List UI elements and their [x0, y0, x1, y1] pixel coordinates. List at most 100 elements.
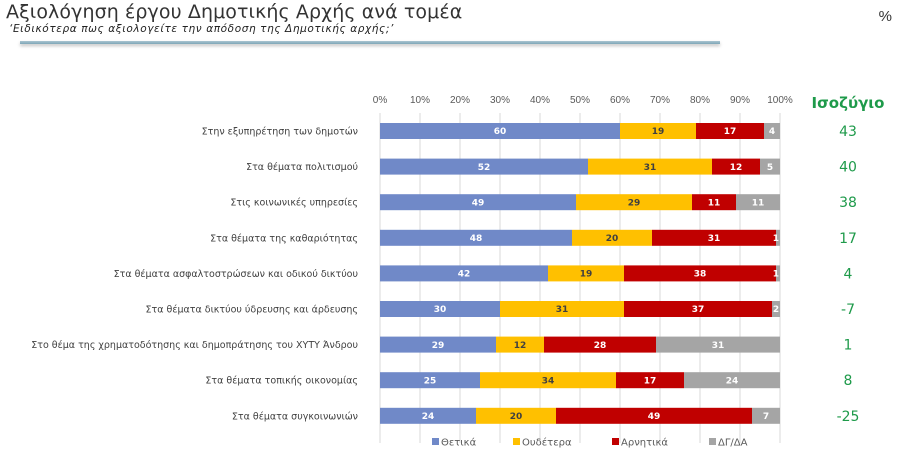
- bar-segment: [616, 372, 684, 389]
- category-label: Στα θέματα της καθαριότητας: [210, 233, 358, 244]
- category-label: Στα θέματα πολιτισμού: [246, 162, 358, 173]
- bar-segment: [496, 336, 544, 353]
- bar-segment: [544, 336, 656, 353]
- bar-segment: [556, 407, 752, 424]
- bar-segment: [692, 194, 736, 211]
- bar-value-label: 12: [514, 341, 527, 351]
- bar-value-label: 34: [542, 376, 555, 386]
- bar-segment: [736, 194, 780, 211]
- bar-segment: [380, 229, 572, 246]
- bar-segment: [620, 123, 696, 139]
- legend-swatch: [709, 438, 716, 445]
- category-label: Στα θέματα δικτύου ύδρευσης και άρδευσης: [146, 305, 359, 316]
- x-tick-label: 10%: [410, 95, 430, 106]
- bar-value-label: 31: [712, 341, 725, 351]
- legend-swatch: [513, 438, 520, 445]
- legend-label: Θετικά: [441, 437, 477, 449]
- bar-value-label: 1: [773, 234, 779, 244]
- balance-value: -25: [837, 409, 860, 425]
- bar-value-label: 24: [726, 376, 739, 386]
- bar-value-label: 49: [472, 198, 485, 208]
- bar-segment: [380, 372, 480, 389]
- bar-segment: [588, 158, 712, 175]
- x-tick-label: 20%: [450, 95, 470, 106]
- bar-value-label: 29: [628, 198, 641, 208]
- bar-segment: [684, 372, 780, 389]
- category-label: Στην εξυπηρέτηση των δημοτών: [202, 127, 358, 138]
- bar-value-label: 1: [773, 270, 779, 280]
- x-tick-label: 90%: [730, 95, 750, 106]
- bar-segment: [624, 301, 772, 317]
- page-title: Αξιολόγηση έργου Δημοτικής Αρχής ανά τομ…: [6, 1, 463, 23]
- bar-value-label: 29: [432, 341, 445, 351]
- bar-value-label: 42: [458, 270, 471, 280]
- bar-segment: [712, 158, 760, 175]
- bar-value-label: 11: [708, 198, 721, 208]
- balance-value: 17: [839, 231, 857, 247]
- legend-label: Ουδέτερα: [522, 437, 572, 449]
- balance-value: -7: [841, 302, 855, 318]
- bar-segment: [752, 407, 780, 424]
- bar-value-label: 31: [556, 305, 569, 315]
- bar-value-label: 52: [478, 163, 491, 173]
- legend-label: Αρνητικά: [621, 437, 668, 449]
- category-label: Στα θέματα ασφαλτοστρώσεων και οδικού δι…: [114, 269, 358, 280]
- bar-value-label: 2: [773, 305, 779, 315]
- category-label: Στα θέματα τοπικής οικονομίας: [205, 376, 358, 387]
- balance-value: 1: [844, 338, 853, 354]
- category-label: Στα θέματα συγκοινωνιών: [232, 411, 358, 422]
- legend-swatch: [612, 438, 619, 445]
- bar-value-label: 7: [763, 412, 769, 422]
- category-label: Στο θέμα της χρηματοδότησης και δημοπράτ…: [31, 340, 358, 351]
- bar-value-label: 48: [470, 234, 483, 244]
- bar-segment: [480, 372, 616, 389]
- bar-segment: [380, 265, 548, 282]
- bar-value-label: 49: [648, 412, 661, 422]
- balance-value: 43: [839, 124, 857, 140]
- x-tick-label: 50%: [570, 95, 590, 106]
- bar-segment: [380, 336, 496, 353]
- x-tick-label: 0%: [373, 95, 388, 106]
- x-tick-label: 30%: [490, 95, 510, 106]
- balance-value: 8: [844, 373, 853, 389]
- bar-value-label: 31: [644, 163, 657, 173]
- bar-segment: [476, 407, 556, 424]
- unit-label: %: [878, 8, 892, 25]
- bar-value-label: 37: [692, 305, 705, 315]
- bar-value-label: 17: [644, 376, 657, 386]
- bar-value-label: 38: [694, 270, 707, 280]
- bar-value-label: 11: [752, 198, 765, 208]
- bar-segment: [576, 194, 692, 211]
- bar-segment: [380, 301, 500, 317]
- bar-segment: [772, 301, 780, 317]
- legend-swatch: [432, 438, 439, 445]
- x-tick-label: 70%: [650, 95, 670, 106]
- bar-segment: [572, 229, 652, 246]
- balance-value: 4: [844, 266, 853, 282]
- bar-segment: [656, 336, 780, 353]
- bar-segment: [380, 194, 576, 211]
- bar-value-label: 20: [606, 234, 619, 244]
- bar-segment: [380, 123, 620, 139]
- x-tick-label: 40%: [530, 95, 550, 106]
- x-tick-label: 60%: [610, 95, 630, 106]
- bar-value-label: 28: [594, 341, 607, 351]
- bar-value-label: 30: [434, 305, 447, 315]
- bar-value-label: 24: [422, 412, 435, 422]
- bar-segment: [760, 158, 780, 175]
- title-underline: [20, 41, 720, 44]
- bar-segment: [500, 301, 624, 317]
- balance-value: 38: [839, 195, 857, 211]
- bar-segment: [776, 265, 780, 282]
- bar-segment: [652, 229, 776, 246]
- category-label: Στις κοινωνικές υπηρεσίες: [230, 198, 358, 209]
- legend-label: ΔΓ/ΔΑ: [718, 438, 748, 449]
- bar-segment: [696, 123, 764, 139]
- bar-segment: [776, 229, 780, 246]
- bar-value-label: 19: [652, 127, 665, 137]
- bar-value-label: 5: [767, 163, 773, 173]
- x-tick-label: 100%: [767, 95, 793, 106]
- page-subtitle: ‘Ειδικότερα πως αξιολογείτε την απόδοση …: [9, 23, 394, 35]
- bar-segment: [624, 265, 776, 282]
